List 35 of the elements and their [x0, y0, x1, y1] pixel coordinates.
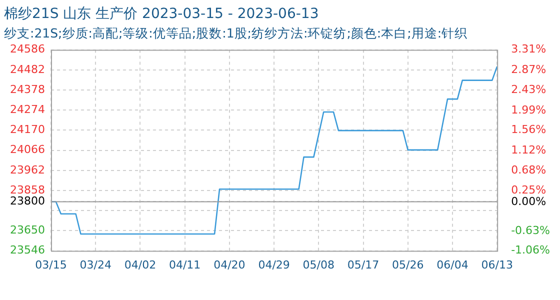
y-tick-label: 23858: [10, 183, 45, 196]
x-tick-label: 04/20: [214, 258, 246, 272]
y2-tick-label: 0.25%: [511, 183, 546, 196]
chart-title: 棉纱21S 山东 生产价 2023-03-15 - 2023-06-13: [4, 6, 319, 22]
y-tick-label: 23800: [10, 194, 45, 208]
y2-tick-label: -0.63%: [511, 224, 550, 237]
y-tick-label: 24586: [10, 42, 45, 56]
y-tick-label: 23650: [10, 224, 45, 237]
y-tick-label: 24274: [10, 102, 45, 116]
y2-tick-label: 0.68%: [511, 164, 546, 177]
x-tick-label: 05/26: [392, 258, 424, 272]
y-tick-label: 23962: [10, 163, 45, 176]
x-tick-label: 05/17: [347, 258, 380, 272]
x-tick-label: 05/08: [302, 258, 334, 272]
chart-subtitle: 纱支:21S;纱质:高配;等级:优等品;股数:1股;纺纱方法:环锭纺;颜色:本白;用途:针织: [4, 26, 468, 41]
x-tick-label: 04/11: [168, 258, 201, 272]
y2-tick-label: 1.99%: [511, 103, 546, 116]
y2-tick-label: -1.06%: [511, 244, 550, 257]
y2-tick-label: 2.43%: [511, 83, 546, 96]
y-tick-label: 23546: [10, 244, 45, 257]
y-tick-label: 24482: [10, 62, 45, 76]
y2-tick-label: 3.31%: [511, 42, 546, 56]
x-tick-label: 06/13: [481, 258, 513, 272]
x-tick-label: 06/04: [436, 258, 468, 272]
x-tick-label: 04/29: [258, 258, 290, 272]
y2-tick-label: 0.00%: [511, 194, 546, 208]
x-tick-label: 04/02: [124, 258, 156, 272]
y2-tick-label: 2.87%: [511, 62, 546, 76]
x-tick-label: 03/15: [35, 258, 67, 272]
y-tick-label: 24378: [10, 82, 45, 96]
y-tick-label: 24066: [10, 143, 45, 156]
y2-tick-label: 1.56%: [511, 123, 546, 136]
y-tick-label: 24170: [10, 123, 45, 136]
y2-tick-label: 1.12%: [511, 143, 546, 156]
x-tick-label: 03/24: [80, 258, 112, 272]
